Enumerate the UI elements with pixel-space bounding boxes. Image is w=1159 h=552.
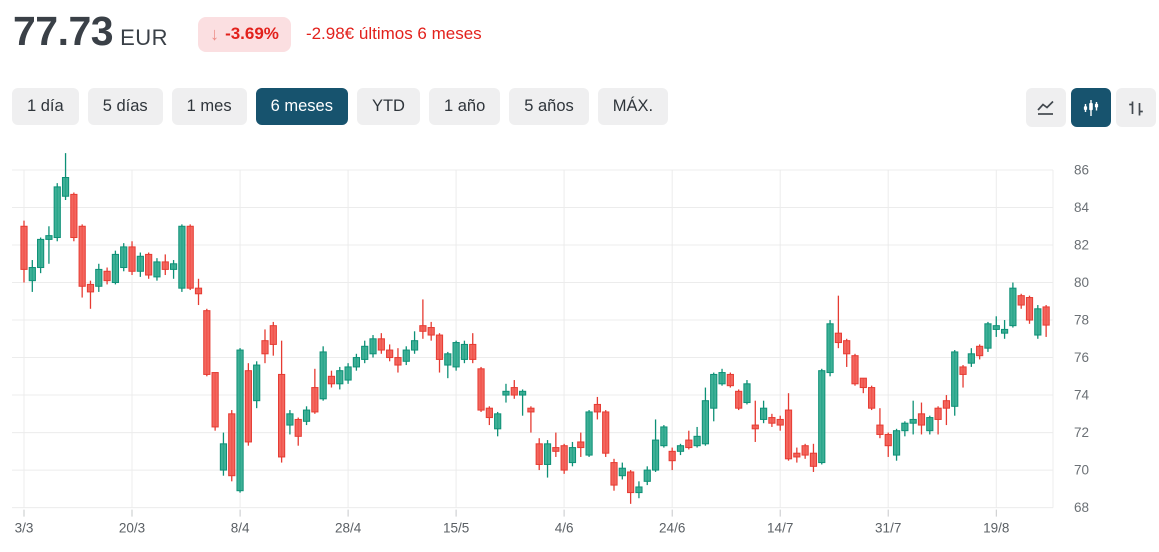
change-badge: ↓ -3.69% — [198, 16, 291, 52]
svg-text:31/7: 31/7 — [875, 521, 901, 536]
svg-text:70: 70 — [1074, 463, 1089, 478]
svg-text:20/3: 20/3 — [119, 521, 145, 536]
ohlc-bars-button[interactable] — [1116, 88, 1156, 127]
svg-text:84: 84 — [1074, 200, 1090, 215]
range-button-1dia[interactable]: 1 día — [12, 88, 79, 125]
range-button-1mes[interactable]: 1 mes — [171, 88, 247, 125]
range-button-max[interactable]: MÁX. — [597, 88, 669, 125]
svg-text:14/7: 14/7 — [767, 521, 793, 536]
change-percent: -3.69% — [225, 24, 279, 43]
down-arrow-icon: ↓ — [210, 23, 220, 44]
candlestick-icon — [1083, 99, 1099, 116]
range-selector: 1 día 5 días 1 mes 6 meses YTD 1 año 5 a… — [12, 88, 669, 125]
line-chart-icon — [1037, 100, 1054, 115]
candlestick-chart[interactable]: 86 84 82 80 78 76 74 72 70 68 3/3 20/3 8/4 28/4 15/5 4/… — [0, 140, 1159, 552]
svg-text:24/6: 24/6 — [659, 521, 685, 536]
change-detail: -2.98€ últimos 6 meses — [305, 24, 482, 43]
range-button-ytd[interactable]: YTD — [356, 88, 420, 125]
line-chart-button[interactable] — [1026, 88, 1066, 127]
current-price: 77.73 — [13, 8, 114, 54]
range-button-6meses[interactable]: 6 meses — [255, 88, 348, 125]
svg-text:78: 78 — [1074, 313, 1089, 328]
svg-text:74: 74 — [1074, 388, 1090, 403]
svg-text:15/5: 15/5 — [443, 521, 469, 536]
chart-type-selector — [1026, 88, 1156, 127]
svg-text:4/6: 4/6 — [555, 521, 574, 536]
range-button-5dias[interactable]: 5 días — [87, 88, 163, 125]
candlestick-chart-button[interactable] — [1071, 88, 1111, 127]
price-header: 77.73 EUR ↓ -3.69% -2.98€ últimos 6 mese… — [13, 8, 482, 60]
range-button-1ano[interactable]: 1 año — [428, 88, 501, 125]
svg-text:76: 76 — [1074, 350, 1089, 365]
svg-text:86: 86 — [1074, 163, 1089, 178]
svg-text:68: 68 — [1074, 500, 1089, 515]
svg-text:19/8: 19/8 — [983, 521, 1009, 536]
svg-text:72: 72 — [1074, 425, 1089, 440]
currency-label: EUR — [120, 25, 169, 50]
svg-text:80: 80 — [1074, 275, 1089, 290]
range-button-5anos[interactable]: 5 años — [509, 88, 589, 125]
svg-text:3/3: 3/3 — [15, 521, 34, 536]
ohlc-bars-icon — [1129, 101, 1143, 115]
svg-text:8/4: 8/4 — [231, 521, 250, 536]
svg-text:28/4: 28/4 — [335, 521, 362, 536]
svg-text:82: 82 — [1074, 238, 1089, 253]
